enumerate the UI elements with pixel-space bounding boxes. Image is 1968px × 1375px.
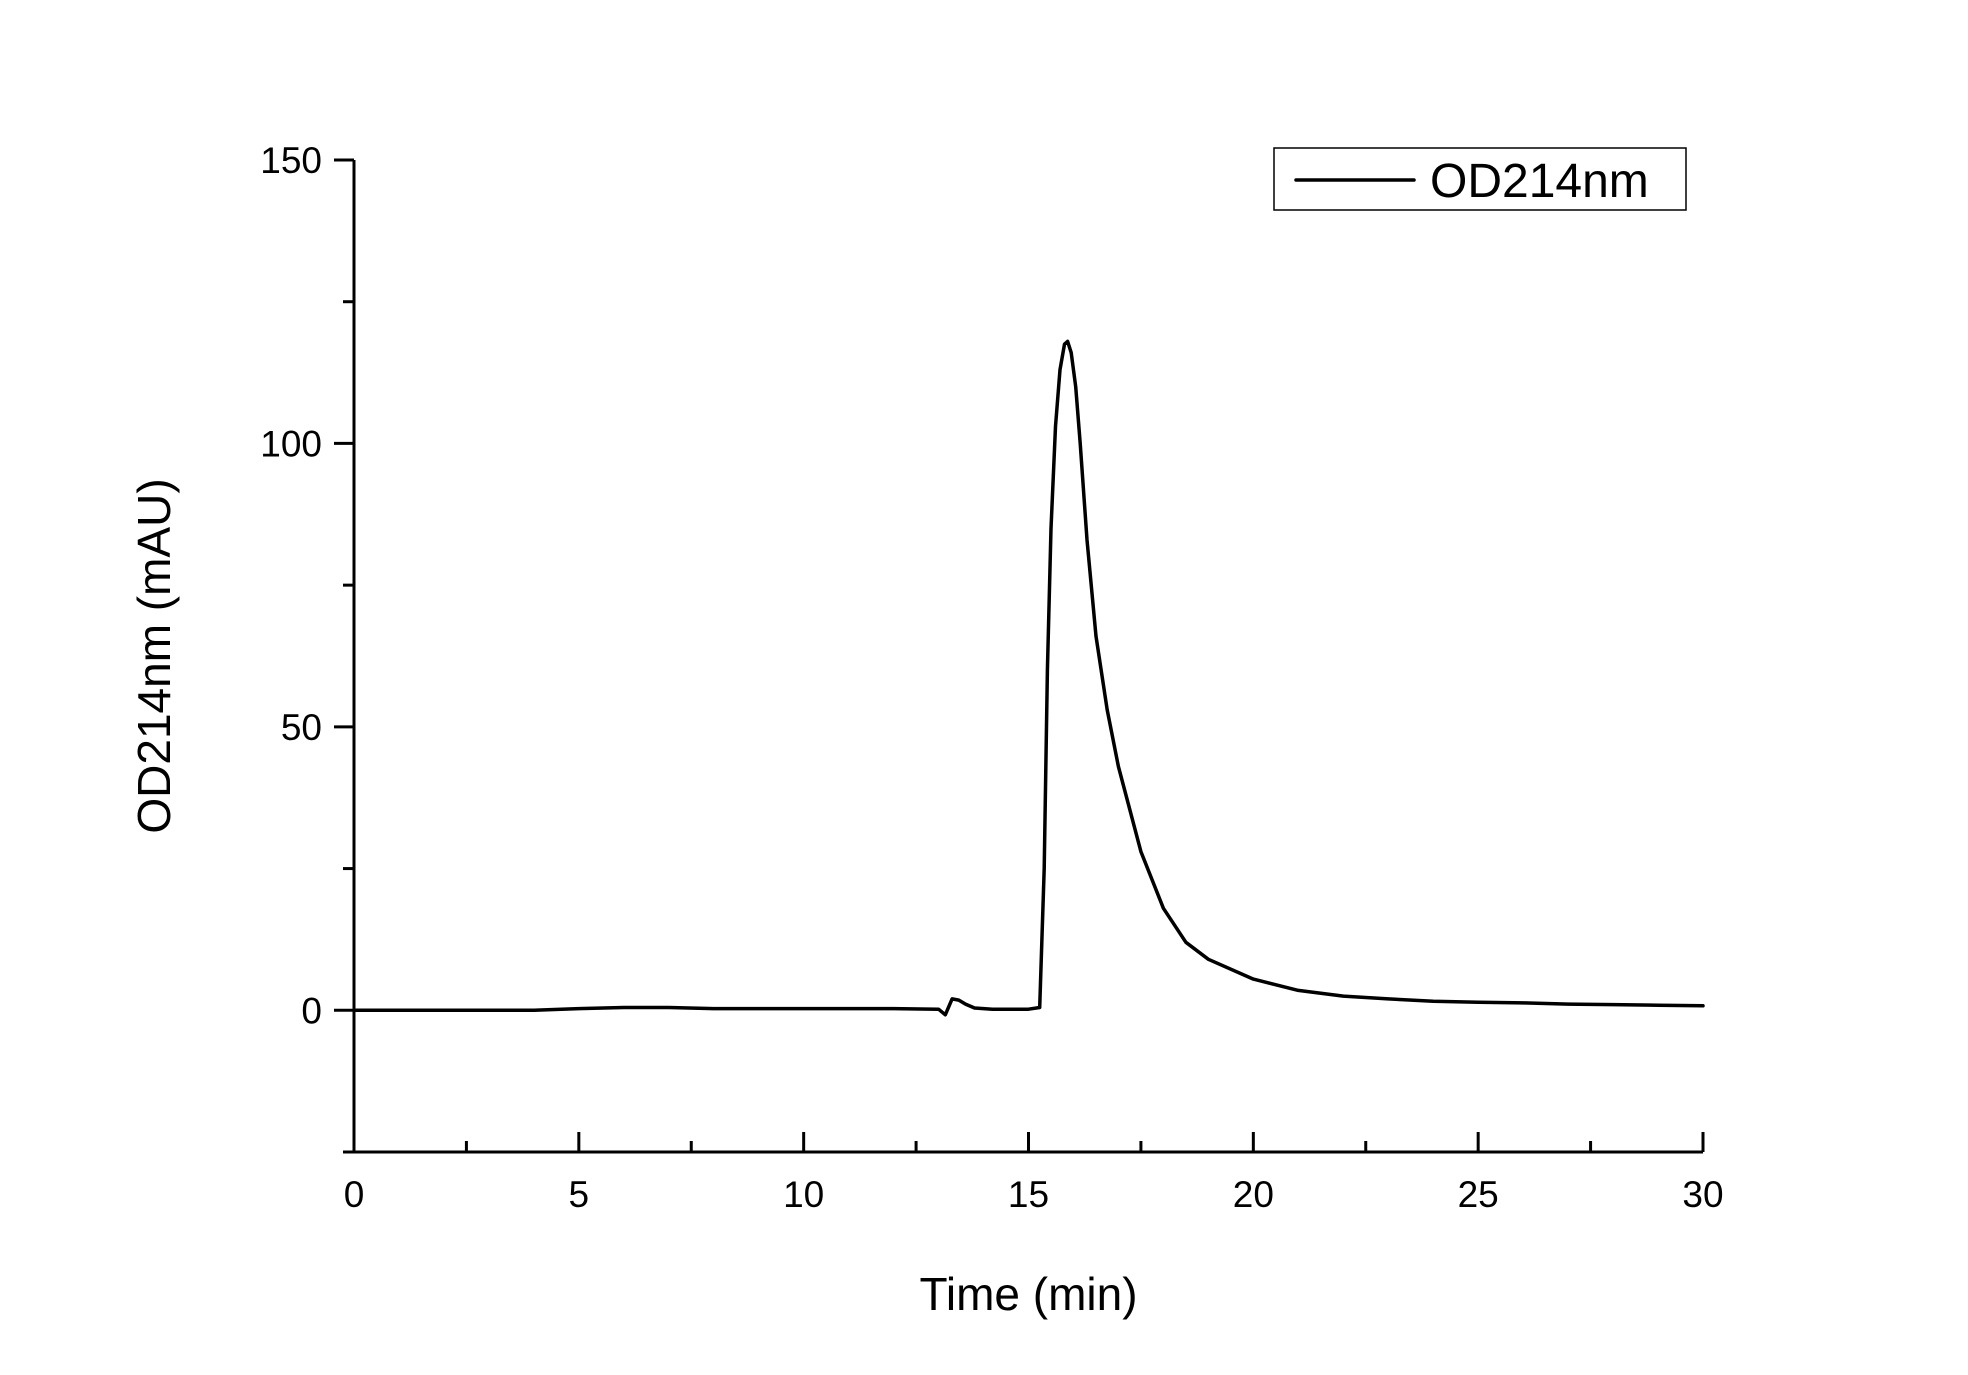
x-tick-label: 10 — [783, 1174, 824, 1215]
x-tick-label: 15 — [1008, 1174, 1049, 1215]
y-tick-label: 100 — [260, 423, 322, 464]
y-tick-label: 150 — [260, 140, 322, 181]
x-axis-title: Time (min) — [919, 1268, 1137, 1320]
y-axis-title: OD214nm (mAU) — [128, 478, 180, 833]
series-line-0 — [352, 339, 1705, 1017]
y-tick-label: 50 — [281, 707, 322, 748]
x-axis-ticks: 0 5 10 15 20 25 30 — [344, 1132, 1724, 1215]
y-axis-ticks: 0 50 100 150 — [260, 140, 354, 1154]
series-layer — [352, 339, 1705, 1017]
y-tick-label: 0 — [301, 990, 322, 1031]
legend: OD214nm — [1273, 147, 1687, 211]
x-tick-label: 25 — [1458, 1174, 1499, 1215]
x-tick-label: 30 — [1682, 1174, 1723, 1215]
x-tick-label: 0 — [344, 1174, 365, 1215]
x-tick-label: 5 — [569, 1174, 590, 1215]
legend-label: OD214nm — [1430, 155, 1649, 208]
x-tick-label: 20 — [1233, 1174, 1274, 1215]
